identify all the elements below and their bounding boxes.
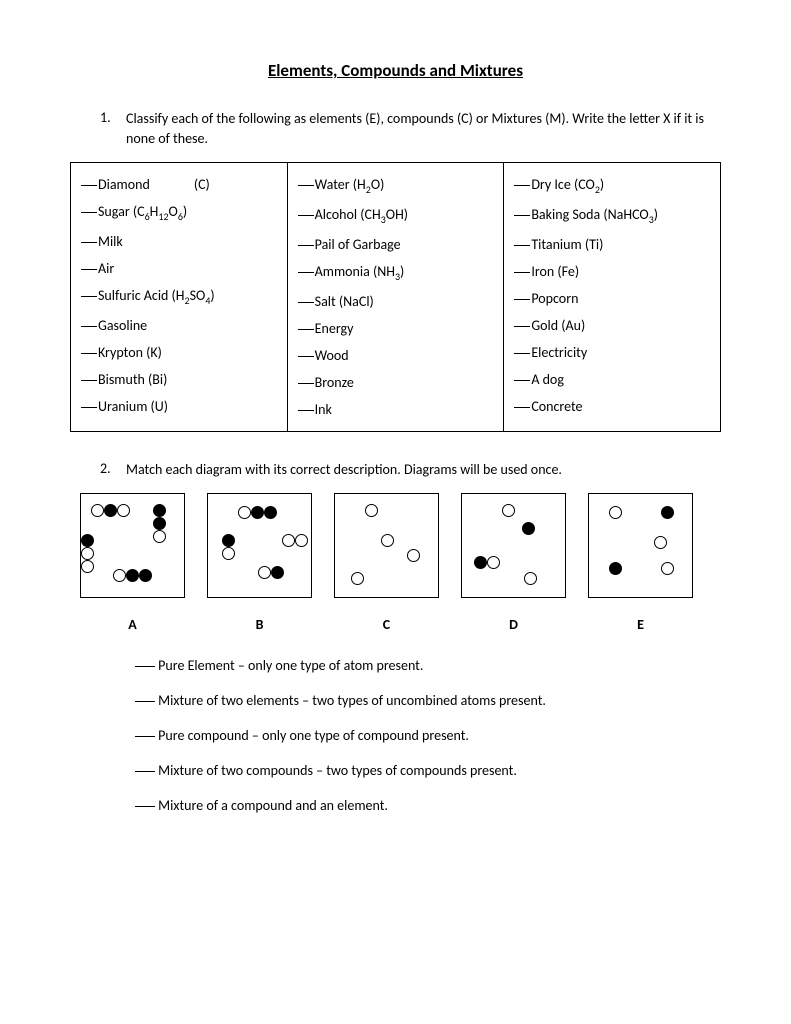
q1-number: 1. bbox=[100, 109, 126, 148]
match-3: Pure compound – only one type of compoun… bbox=[135, 727, 721, 744]
diagram-labels: A B C D E bbox=[80, 616, 721, 633]
question-1: 1. Classify each of the following as ele… bbox=[70, 109, 721, 148]
match-1: Pure Element – only one type of atom pre… bbox=[135, 657, 721, 674]
label-e: E bbox=[588, 616, 693, 633]
diagram-e bbox=[588, 493, 693, 598]
match-5: Mixture of a compound and an element. bbox=[135, 797, 721, 814]
q2-text: Match each diagram with its correct desc… bbox=[126, 460, 721, 480]
diagram-c bbox=[334, 493, 439, 598]
label-a: A bbox=[80, 616, 185, 633]
diagram-a bbox=[80, 493, 185, 598]
question-2: 2. Match each diagram with its correct d… bbox=[70, 460, 721, 480]
col-1: Diamond(C) Sugar (C6H12O6) Milk Air Sulf… bbox=[71, 163, 288, 431]
hint: (C) bbox=[150, 176, 210, 193]
label-d: D bbox=[461, 616, 566, 633]
q2-number: 2. bbox=[100, 460, 126, 480]
classification-table: Diamond(C) Sugar (C6H12O6) Milk Air Sulf… bbox=[70, 162, 721, 431]
match-list: Pure Element – only one type of atom pre… bbox=[70, 657, 721, 814]
label-c: C bbox=[334, 616, 439, 633]
diagram-b bbox=[207, 493, 312, 598]
col-3: Dry Ice (CO2) Baking Soda (NaHCO3) Titan… bbox=[504, 163, 721, 431]
match-2: Mixture of two elements – two types of u… bbox=[135, 692, 721, 709]
page-title: Elements, Compounds and Mixtures bbox=[70, 60, 721, 81]
col-2: Water (H2O) Alcohol (CH3OH) Pail of Garb… bbox=[287, 163, 504, 431]
q1-text: Classify each of the following as elemen… bbox=[126, 109, 721, 148]
match-4: Mixture of two compounds – two types of … bbox=[135, 762, 721, 779]
diagram-row bbox=[80, 493, 721, 598]
diagram-d bbox=[461, 493, 566, 598]
label-b: B bbox=[207, 616, 312, 633]
